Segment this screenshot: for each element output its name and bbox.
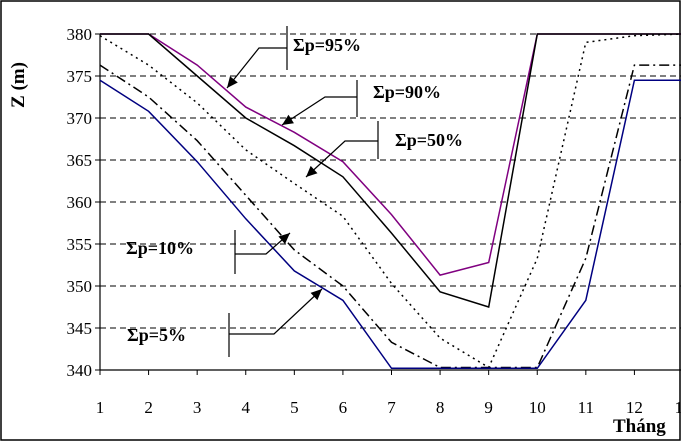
callout-arrowhead-0 <box>227 76 238 88</box>
y-tick-label-340: 340 <box>67 361 93 380</box>
x-tick-label-3: 3 <box>193 398 202 417</box>
y-tick-label-350: 350 <box>67 277 93 296</box>
callout-leader-1 <box>281 96 357 126</box>
callout-label-0: Σp=95% <box>293 35 361 55</box>
x-tick-label-5: 5 <box>290 398 299 417</box>
x-tick-label-12: 12 <box>626 398 643 417</box>
callout-label-4: Σp=5% <box>127 325 186 345</box>
callout-label-1: Σp=90% <box>373 82 441 102</box>
callout-arrowhead-3 <box>278 233 290 245</box>
callout-leader-4 <box>229 288 323 335</box>
series-line-3 <box>99 64 681 369</box>
y-axis-title: Z (m) <box>8 62 29 108</box>
series-line-4 <box>99 79 681 370</box>
callout-label-2: Σp=50% <box>395 130 463 150</box>
x-axis-title: Tháng <box>613 416 666 437</box>
x-tick-label-1: 1 <box>96 398 105 417</box>
series-layer <box>99 33 681 370</box>
y-tick-label-345: 345 <box>67 319 93 338</box>
y-tick-label-375: 375 <box>67 67 93 86</box>
x-tick-label-6: 6 <box>339 398 348 417</box>
y-tick-label-370: 370 <box>67 109 93 128</box>
callout-arrowhead-1 <box>282 114 294 125</box>
x-tick-label-11: 11 <box>578 398 594 417</box>
annotations: Σp=95% Σp=90% Σp=50% Σp=10% Σp=5% <box>126 26 463 357</box>
y-tick-label-365: 365 <box>67 151 93 170</box>
x-tick-label-4: 4 <box>242 398 251 417</box>
callout-label-3: Σp=10% <box>126 238 194 258</box>
y-tick-label-355: 355 <box>67 235 93 254</box>
x-tick-label-2: 2 <box>144 398 153 417</box>
x-tick-label-9: 9 <box>484 398 493 417</box>
y-tick-label-380: 380 <box>67 25 93 44</box>
callout-arrowhead-4 <box>310 289 322 301</box>
y-tick-label-360: 360 <box>67 193 93 212</box>
x-tick-label-13: 13 <box>675 398 681 417</box>
callout-arrowhead-2 <box>306 165 318 177</box>
x-tick-label-10: 10 <box>529 398 546 417</box>
series-line-1 <box>100 33 681 308</box>
callout-leader-0 <box>226 47 287 89</box>
x-tick-label-7: 7 <box>387 398 396 417</box>
x-tick-label-8: 8 <box>436 398 445 417</box>
callout-leader-2 <box>305 140 378 178</box>
